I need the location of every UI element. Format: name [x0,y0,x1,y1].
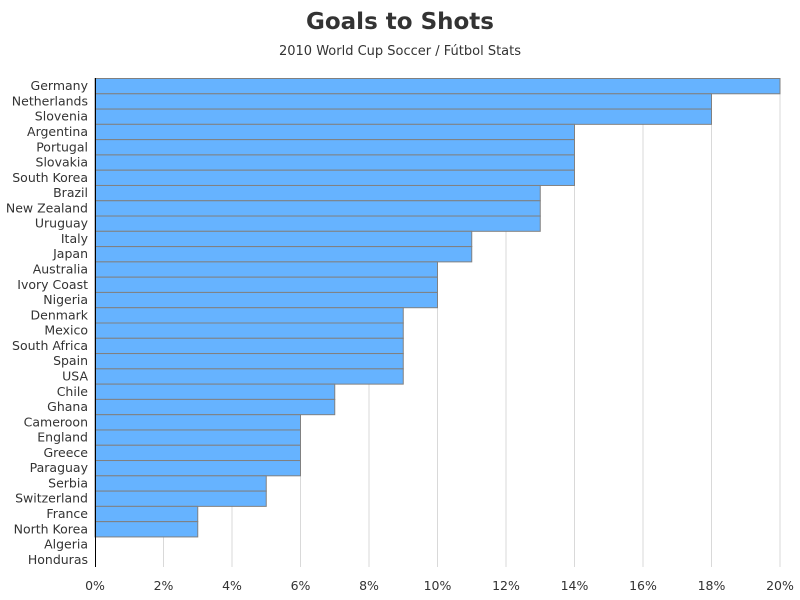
bar [94,123,575,141]
x-tick-label: 18% [698,578,726,593]
bar [94,353,404,370]
bar [94,78,781,95]
category-label: Denmark [31,307,89,322]
category-label: South Africa [12,338,88,353]
category-label: Cameroon [24,414,88,429]
bar [94,246,473,263]
x-tick-label: 4% [222,578,242,593]
bar [94,490,267,507]
bar [94,475,267,492]
category-label: Mexico [44,323,88,338]
bar [94,368,404,385]
category-label: Nigeria [43,292,88,307]
category-label: North Korea [14,521,88,536]
bar [94,460,301,477]
bar [94,444,301,462]
category-label: Slovakia [36,155,88,170]
x-tick-label: 0% [85,578,105,593]
category-label: Ivory Coast [17,277,88,292]
category-label: Argentina [27,124,88,139]
category-label: South Korea [12,170,88,185]
bars [94,78,781,538]
bar [94,291,438,309]
x-tick-label: 2% [154,578,174,593]
x-tick-label: 16% [629,578,657,593]
category-label: Switzerland [15,491,88,506]
category-label: Italy [61,231,89,246]
bar [94,414,301,431]
bar [94,93,712,110]
category-label: Ghana [47,399,88,414]
category-label: Uruguay [35,216,89,231]
bar [94,261,438,278]
category-label: Chile [57,384,89,399]
x-tick-label: 12% [492,578,520,593]
bar [94,505,199,523]
category-label: Spain [53,353,88,368]
bar [94,230,473,248]
x-tick-label: 6% [291,578,311,593]
bar [94,322,404,339]
category-label: Japan [52,246,88,261]
category-label: Netherlands [12,93,88,108]
bar [94,154,575,171]
bar [94,337,404,355]
category-label: France [46,506,88,521]
chart-title: Goals to Shots [305,9,494,35]
category-label: Portugal [36,139,88,154]
category-label: Brazil [53,185,88,200]
bar [94,215,541,232]
bar [94,108,712,125]
category-labels: GermanyNetherlandsSloveniaArgentinaPortu… [6,78,89,567]
x-tick-label: 14% [561,578,589,593]
bar [94,521,199,538]
bar [94,276,438,293]
category-label: Greece [44,445,89,460]
chart-subtitle: 2010 World Cup Soccer / Fútbol Stats [278,44,522,59]
bar [94,398,336,416]
bar [94,139,575,156]
category-label: Serbia [48,475,88,490]
bar [94,184,541,202]
x-tick-label: 8% [359,578,379,593]
bar [94,429,301,446]
category-label: Slovenia [35,109,88,124]
category-label: Honduras [28,552,88,567]
category-label: New Zealand [6,200,88,215]
x-tick-label: 20% [766,578,794,593]
category-label: Germany [31,78,89,93]
category-label: England [37,430,88,445]
category-label: Australia [33,262,88,277]
bar [94,307,404,324]
bar [94,383,336,400]
x-tick-labels: 0% 2% 4% 6% 8% 10% 12% 14% 16% 18% 20% [85,578,794,593]
category-label: USA [62,368,88,383]
bar [94,169,575,186]
bar [94,200,541,217]
category-label: Paraguay [30,460,89,475]
x-tick-label: 10% [424,578,452,593]
category-label: Algeria [44,537,88,552]
